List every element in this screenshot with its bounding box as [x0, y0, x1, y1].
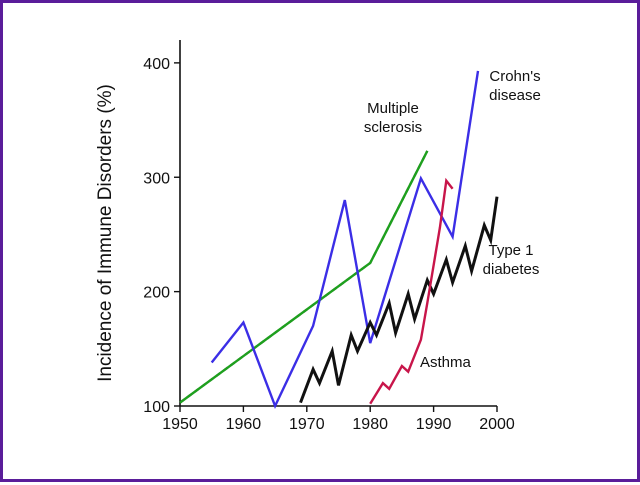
x-tick-label: 1990	[416, 416, 452, 433]
type-1-diabetes-label: Type 1 diabetes	[483, 242, 540, 278]
immune-disorders-chart: 1950 1960 1970 1980 1990 2000 100 200 300 400 Mul…	[95, 40, 541, 433]
series-labels: Multiple sclerosis Crohn's disease Type 1 dia…	[364, 68, 541, 371]
y-tick-label: 300	[143, 170, 170, 187]
y-axis-label: Incidence of Immune Disorders (%)	[95, 84, 116, 382]
x-tick-label: 1980	[352, 416, 388, 433]
type-1-diabetes-line	[299, 196, 499, 404]
series-layer	[179, 70, 499, 410]
y-tick-label: 100	[143, 399, 170, 416]
multiple-sclerosis-line	[179, 150, 429, 404]
y-tick-label: 400	[143, 56, 170, 73]
crohns-disease-label: Crohn's disease	[489, 68, 541, 104]
asthma-label: Asthma	[420, 354, 472, 371]
y-tick-label: 200	[143, 285, 170, 302]
x-tick-label: 1960	[226, 416, 262, 433]
multiple-sclerosis-label: Multiple sclerosis	[364, 100, 422, 136]
x-tick-label: 1950	[162, 416, 198, 433]
axes: 1950 1960 1970 1980 1990 2000 100 200 300 400	[143, 40, 515, 433]
x-tick-label: 1970	[289, 416, 325, 433]
asthma-line	[369, 177, 454, 405]
x-tick-label: 2000	[479, 416, 515, 433]
